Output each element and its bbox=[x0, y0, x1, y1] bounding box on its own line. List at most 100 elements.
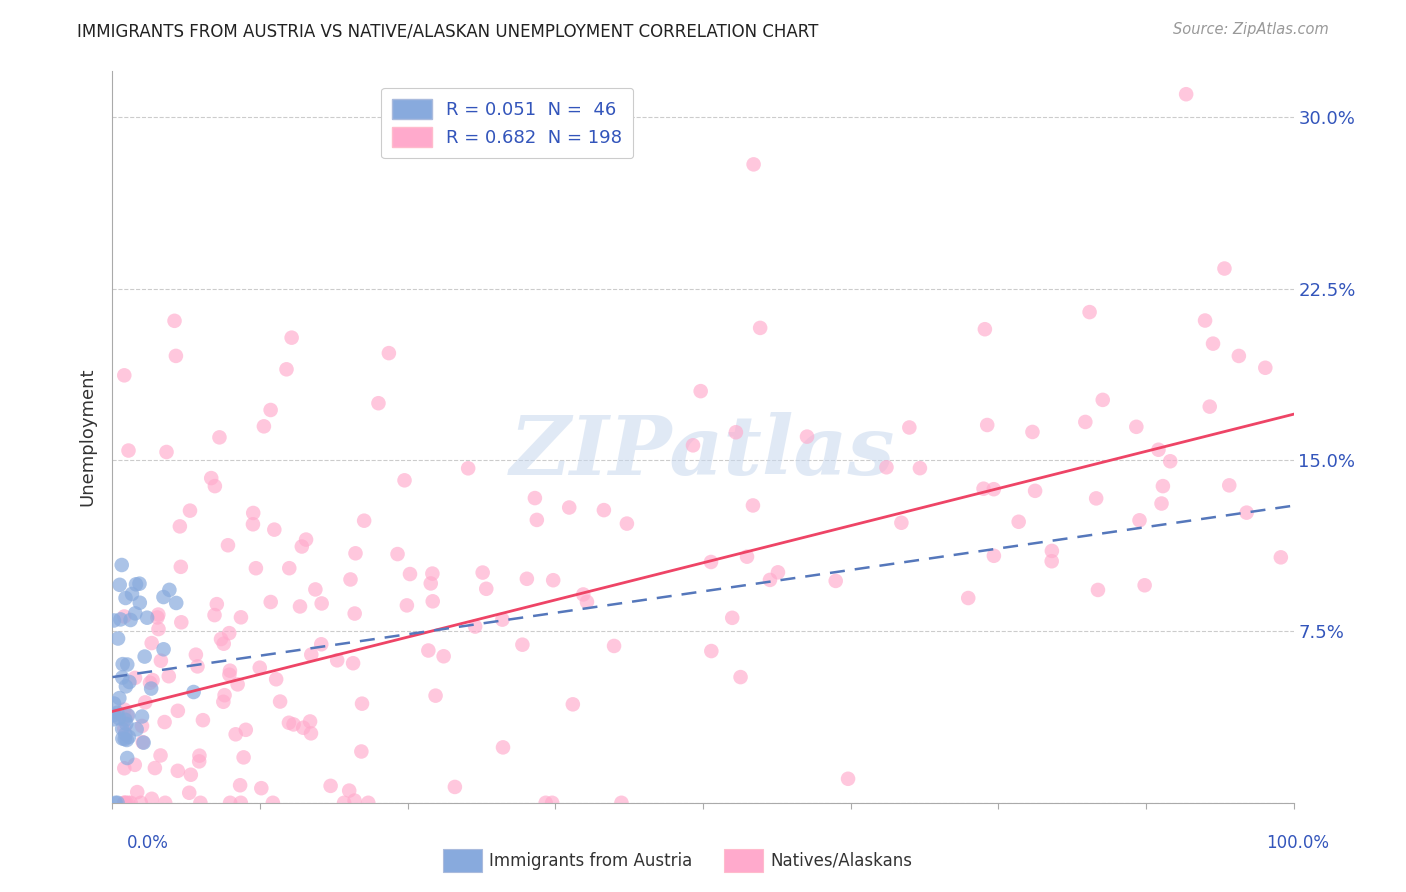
Point bbox=[124, 757, 146, 772]
Point bbox=[136, 610, 159, 624]
Point bbox=[689, 384, 711, 398]
Point bbox=[153, 796, 176, 810]
Point bbox=[1128, 513, 1150, 527]
Point bbox=[973, 482, 995, 496]
Point bbox=[610, 796, 633, 810]
Point bbox=[983, 549, 1005, 563]
Point bbox=[269, 694, 291, 708]
Point bbox=[491, 613, 513, 627]
Point bbox=[983, 482, 1005, 496]
Point bbox=[205, 597, 228, 611]
Point bbox=[1218, 478, 1240, 492]
Point bbox=[157, 582, 180, 597]
Point bbox=[155, 445, 177, 459]
Point bbox=[593, 503, 616, 517]
Point bbox=[1087, 582, 1109, 597]
Text: Source: ZipAtlas.com: Source: ZipAtlas.com bbox=[1173, 22, 1329, 37]
Point bbox=[399, 567, 422, 582]
Point bbox=[105, 706, 128, 720]
Point bbox=[700, 644, 723, 658]
Point bbox=[1133, 578, 1156, 592]
Point bbox=[115, 733, 138, 747]
Point bbox=[134, 649, 156, 664]
Point bbox=[616, 516, 638, 531]
Point bbox=[730, 670, 752, 684]
Point bbox=[558, 500, 581, 515]
Point bbox=[229, 778, 252, 792]
Point bbox=[253, 419, 276, 434]
Point bbox=[209, 632, 232, 646]
Point bbox=[735, 549, 758, 564]
Point bbox=[134, 695, 156, 709]
Point bbox=[111, 731, 134, 746]
Point bbox=[796, 429, 818, 443]
Point bbox=[444, 780, 467, 794]
Point bbox=[115, 679, 138, 693]
Point bbox=[165, 349, 187, 363]
Point bbox=[112, 796, 135, 810]
Point bbox=[103, 697, 125, 711]
Point bbox=[242, 517, 264, 532]
Legend: R = 0.051  N =  46, R = 0.682  N = 198: R = 0.051 N = 46, R = 0.682 N = 198 bbox=[381, 87, 633, 158]
Point bbox=[875, 460, 897, 475]
Point bbox=[163, 314, 186, 328]
Point bbox=[890, 516, 912, 530]
Y-axis label: Unemployment: Unemployment bbox=[79, 368, 97, 507]
Point bbox=[131, 709, 153, 723]
Point bbox=[516, 572, 538, 586]
Point bbox=[112, 722, 135, 736]
Point bbox=[141, 636, 163, 650]
Point bbox=[457, 461, 479, 475]
Point bbox=[1085, 491, 1108, 506]
Point bbox=[333, 796, 356, 810]
Point bbox=[433, 649, 456, 664]
Point bbox=[179, 503, 201, 517]
Point bbox=[112, 703, 135, 717]
Point bbox=[117, 796, 139, 810]
Point bbox=[262, 796, 284, 810]
Point bbox=[575, 595, 598, 609]
Point bbox=[118, 730, 141, 744]
Point bbox=[908, 461, 931, 475]
Point bbox=[204, 479, 226, 493]
Point bbox=[721, 611, 744, 625]
Point bbox=[759, 573, 782, 587]
Point bbox=[127, 785, 149, 799]
Point bbox=[1198, 400, 1220, 414]
Text: 100.0%: 100.0% bbox=[1265, 834, 1329, 852]
Point bbox=[419, 576, 441, 591]
Point bbox=[319, 779, 342, 793]
Point bbox=[418, 643, 440, 657]
Point bbox=[299, 648, 322, 662]
Point bbox=[170, 559, 193, 574]
Point bbox=[229, 610, 252, 624]
Point bbox=[1159, 454, 1181, 468]
Point bbox=[186, 659, 208, 673]
Point bbox=[166, 764, 188, 778]
Point bbox=[112, 709, 135, 723]
Point bbox=[229, 796, 252, 810]
Point bbox=[120, 613, 142, 627]
Point bbox=[742, 157, 765, 171]
Point bbox=[118, 675, 141, 690]
Point bbox=[128, 596, 150, 610]
Point bbox=[263, 523, 285, 537]
Point bbox=[299, 726, 322, 740]
Point bbox=[561, 698, 583, 712]
Point bbox=[214, 688, 236, 702]
Point bbox=[115, 716, 138, 731]
Point bbox=[572, 587, 595, 601]
Point bbox=[292, 721, 315, 735]
Point bbox=[188, 748, 211, 763]
Point bbox=[973, 322, 995, 336]
Point bbox=[103, 712, 125, 726]
Point bbox=[1147, 442, 1170, 457]
Point bbox=[976, 417, 998, 432]
Point bbox=[142, 673, 165, 687]
Point bbox=[143, 761, 166, 775]
Point bbox=[212, 637, 235, 651]
Point bbox=[1091, 392, 1114, 407]
Point bbox=[250, 781, 273, 796]
Text: ZIPatlas: ZIPatlas bbox=[510, 412, 896, 491]
Point bbox=[395, 599, 418, 613]
